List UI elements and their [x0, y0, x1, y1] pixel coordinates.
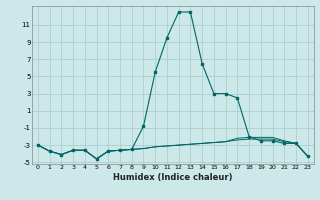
- X-axis label: Humidex (Indice chaleur): Humidex (Indice chaleur): [113, 173, 233, 182]
